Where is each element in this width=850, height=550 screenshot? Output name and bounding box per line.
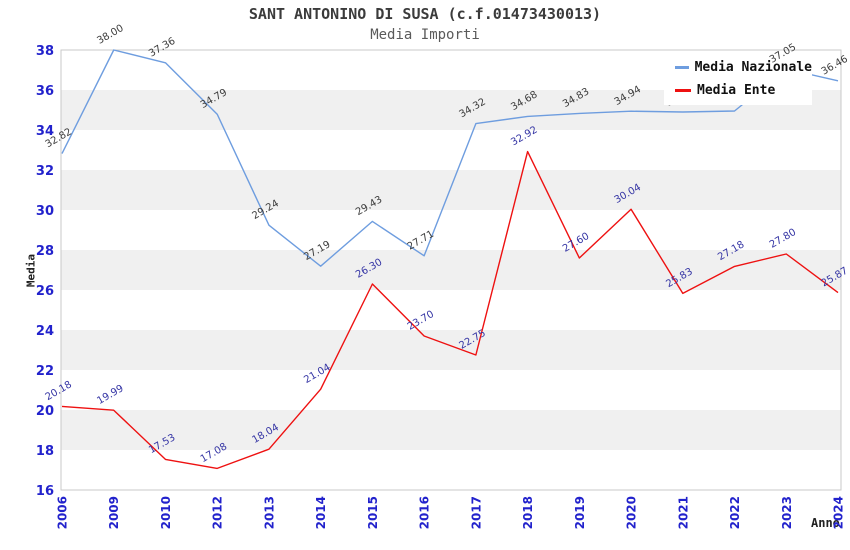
x-tick-label: 2019 xyxy=(573,496,587,529)
x-tick-label: 2012 xyxy=(211,496,225,529)
legend-item-media-nazionale: Media Nazionale xyxy=(664,59,812,75)
ente-line xyxy=(61,150,839,470)
x-tick-label: 2006 xyxy=(56,496,70,529)
x-tick-label: 2017 xyxy=(469,496,483,529)
legend-label: Media Ente xyxy=(697,82,776,98)
grid-band xyxy=(61,410,841,450)
grid-band xyxy=(61,290,841,330)
grid-band xyxy=(61,370,841,410)
y-tick-label: 20 xyxy=(36,404,54,419)
y-tick-label: 32 xyxy=(36,164,54,179)
x-tick-label: 2014 xyxy=(314,496,328,529)
y-tick-label: 34 xyxy=(36,124,54,139)
x-tick-label: 2010 xyxy=(159,496,173,529)
x-tick-label: 2018 xyxy=(521,496,535,529)
y-tick-label: 28 xyxy=(36,244,54,259)
grid-band xyxy=(61,250,841,290)
y-tick-label: 38 xyxy=(36,44,54,59)
y-tick-label: 26 xyxy=(36,284,54,299)
chart-title: SANT ANTONINO DI SUSA (c.f.01473430013) xyxy=(248,5,602,23)
x-tick-label: 2022 xyxy=(728,496,742,529)
ente-line-swatch-icon xyxy=(675,88,691,92)
x-tick-label: 2020 xyxy=(625,496,639,529)
x-tick-label: 2023 xyxy=(780,496,794,529)
x-tick-label: 2024 xyxy=(832,496,846,529)
chart-subtitle: Media Importi xyxy=(370,27,480,43)
x-tick-label: 2009 xyxy=(107,496,121,529)
value-label: 38.00 xyxy=(95,23,125,47)
plot-border xyxy=(60,49,842,491)
nazionale-line-swatch-icon xyxy=(675,65,689,69)
x-tick-label: 2021 xyxy=(676,496,690,529)
x-tick-label: 2015 xyxy=(366,496,380,529)
legend-label: Media Nazionale xyxy=(694,59,812,75)
x-tick-label: 2016 xyxy=(418,496,432,529)
y-tick-label: 36 xyxy=(36,84,54,99)
grid-band xyxy=(61,170,841,210)
grid-band xyxy=(61,330,841,370)
y-tick-label: 22 xyxy=(36,364,54,379)
y-tick-label: 24 xyxy=(36,324,54,339)
nazionale-line xyxy=(61,49,839,267)
x-tick-label: 2013 xyxy=(262,496,276,529)
grid-band xyxy=(61,450,841,490)
y-tick-label: 16 xyxy=(36,484,54,499)
y-tick-label: 30 xyxy=(36,204,54,219)
grid-band xyxy=(61,210,841,250)
legend: Media Nazionale Media Ente xyxy=(664,52,812,105)
grid-band xyxy=(61,130,841,170)
y-tick-label: 18 xyxy=(36,444,54,459)
legend-item-media-ente: Media Ente xyxy=(664,82,812,98)
x-axis-title: Anno xyxy=(811,516,840,530)
